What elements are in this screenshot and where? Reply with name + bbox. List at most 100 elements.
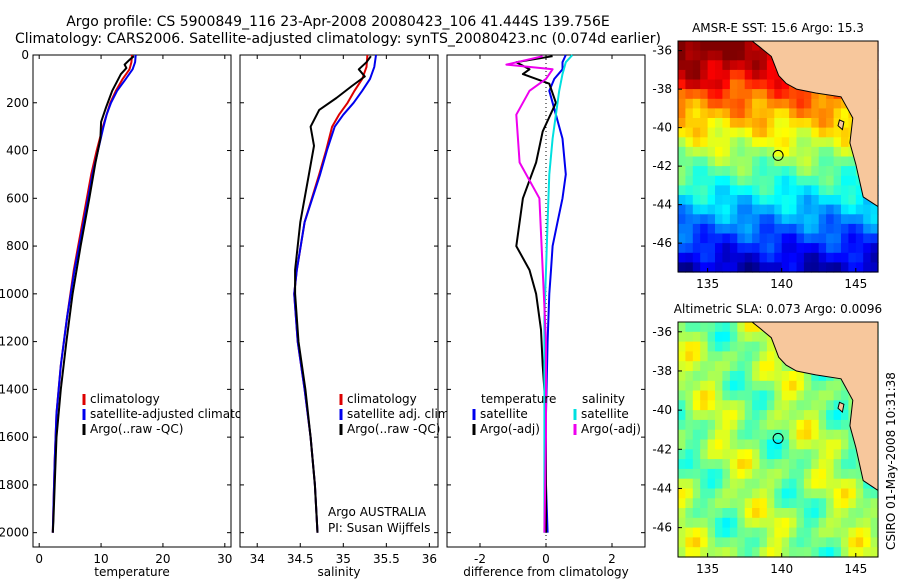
map-cell — [685, 410, 694, 421]
map-cell — [692, 527, 701, 538]
legend-label: Argo(-adj) — [480, 422, 540, 436]
map-cell — [826, 156, 835, 167]
map-cell — [796, 214, 805, 225]
map-cell — [685, 439, 694, 450]
map-cell — [729, 547, 738, 558]
map-cell — [826, 459, 835, 470]
map-cell — [707, 400, 716, 411]
map-cell — [685, 243, 694, 254]
map-cell — [781, 127, 790, 138]
map-cell — [781, 498, 790, 509]
map-cell — [803, 517, 812, 529]
map-cell — [796, 429, 805, 441]
map-cell — [729, 498, 738, 509]
map-cell — [729, 341, 738, 352]
map-cell — [685, 252, 694, 263]
map-cell — [818, 410, 827, 421]
map-cell — [766, 351, 775, 362]
map-cell — [692, 262, 701, 273]
map-cell — [678, 361, 686, 372]
map-cell — [870, 537, 879, 548]
map-cell — [781, 361, 790, 372]
map-cell — [841, 439, 849, 450]
x-tick-label: -2 — [474, 552, 486, 566]
map-cell — [700, 390, 709, 401]
map-cell — [855, 468, 864, 480]
map-cell — [685, 380, 694, 392]
map-cell — [700, 537, 709, 548]
map-cell — [803, 262, 812, 273]
map-cell — [818, 537, 827, 548]
map-cell — [729, 50, 738, 61]
map-cell — [818, 400, 827, 411]
map-cell — [707, 137, 716, 148]
map-cell — [826, 400, 835, 411]
map-cell — [789, 478, 798, 490]
map-cell — [855, 517, 864, 529]
map-cell — [707, 341, 716, 352]
map-cell — [833, 262, 842, 273]
map-cell — [700, 252, 709, 263]
map-cell — [766, 156, 775, 167]
map-cell — [826, 204, 835, 215]
map-cell — [774, 127, 783, 138]
map-cell — [685, 449, 694, 460]
map-cell — [759, 468, 768, 480]
map-cell — [752, 547, 761, 558]
map-cell — [766, 118, 775, 129]
map-cell — [848, 517, 857, 529]
map-cell — [766, 371, 775, 382]
y-tick-label: -44 — [652, 198, 672, 212]
map-cell — [737, 498, 746, 509]
map-cell — [715, 449, 723, 460]
map-cell — [692, 331, 701, 343]
map-cell — [833, 547, 842, 558]
map-cell — [700, 351, 709, 362]
map-cell — [818, 223, 827, 235]
map-cell — [826, 118, 835, 129]
map-cell — [752, 156, 761, 167]
map-cell — [774, 468, 783, 480]
map-cell — [766, 527, 775, 538]
map-cell — [796, 243, 805, 254]
map-cell — [774, 429, 783, 441]
map-cell — [715, 118, 723, 129]
map-cell — [700, 449, 709, 460]
map-cell — [707, 410, 716, 421]
map-cell — [826, 449, 835, 460]
map-cell — [759, 547, 768, 558]
y-tick-label: 600 — [6, 191, 29, 205]
map-frame — [677, 40, 879, 273]
map-cell — [781, 468, 790, 480]
map-cell — [759, 361, 768, 372]
map-cell — [759, 459, 768, 470]
x-tick-label: 35 — [336, 552, 351, 566]
map-cell — [803, 89, 812, 100]
y-tick-label: 1200 — [0, 335, 29, 349]
map-cell — [833, 498, 842, 509]
map-cell — [707, 459, 716, 470]
map-cell — [759, 508, 768, 519]
map-cell — [737, 69, 746, 81]
map-cell — [833, 243, 842, 254]
map-cell — [722, 243, 731, 254]
map-cell — [759, 233, 768, 244]
map-cell — [848, 439, 857, 450]
map-cell — [774, 137, 783, 148]
map-cell — [744, 137, 753, 148]
map-cell — [759, 60, 768, 71]
map-cell — [737, 390, 746, 401]
map-cell — [796, 498, 805, 509]
map-cell — [715, 108, 723, 119]
map-cell — [789, 98, 798, 109]
map-cell — [737, 89, 746, 100]
map-cell — [855, 214, 864, 225]
map-cell — [833, 508, 842, 519]
map-cell — [841, 137, 849, 148]
map-cell — [833, 380, 842, 392]
map-cell — [855, 233, 864, 244]
map-cell — [715, 439, 723, 450]
map-cell — [678, 380, 686, 392]
map-cell — [737, 468, 746, 480]
map-cell — [692, 439, 701, 450]
